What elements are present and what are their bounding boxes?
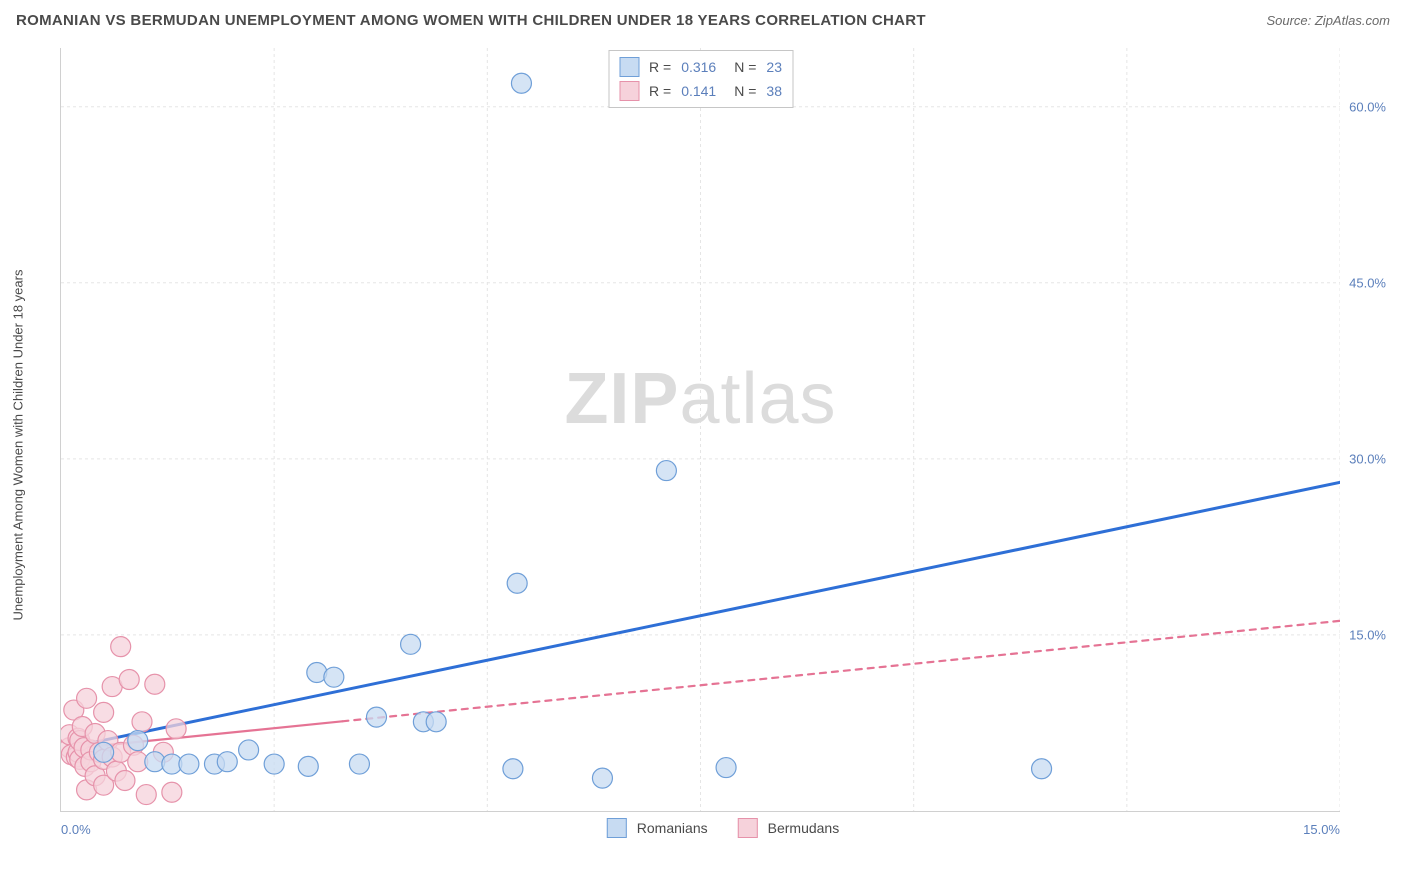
y-tick-label: 15.0% (1342, 627, 1386, 642)
swatch-romanians (619, 57, 639, 77)
legend-series: Romanians Bermudans (607, 818, 839, 838)
r-label: R = (649, 59, 671, 75)
swatch-bermudans (619, 81, 639, 101)
n-value-bermudans: 38 (766, 83, 782, 99)
legend-row-romanians: R = 0.316 N = 23 (619, 55, 782, 79)
r-value-romanians: 0.316 (681, 59, 716, 75)
x-tick-label: 0.0% (61, 822, 91, 837)
legend-item-bermudans: Bermudans (738, 818, 840, 838)
source-label: Source: ZipAtlas.com (1266, 13, 1390, 28)
r-label: R = (649, 83, 671, 99)
series-label-romanians: Romanians (637, 820, 708, 836)
scatter-plot: ZIPatlas R = 0.316 N = 23 R = 0.141 N = … (60, 48, 1340, 812)
legend-row-bermudans: R = 0.141 N = 38 (619, 79, 782, 103)
x-tick-label: 15.0% (1296, 822, 1340, 837)
r-value-bermudans: 0.141 (681, 83, 716, 99)
y-tick-label: 30.0% (1342, 451, 1386, 466)
y-tick-label: 60.0% (1342, 99, 1386, 114)
n-label: N = (734, 83, 756, 99)
header: ROMANIAN VS BERMUDAN UNEMPLOYMENT AMONG … (16, 12, 1390, 29)
chart-area: Unemployment Among Women with Children U… (60, 48, 1386, 842)
swatch-bermudans (738, 818, 758, 838)
n-label: N = (734, 59, 756, 75)
legend-correlation: R = 0.316 N = 23 R = 0.141 N = 38 (608, 50, 793, 108)
y-tick-label: 45.0% (1342, 275, 1386, 290)
legend-item-romanians: Romanians (607, 818, 708, 838)
swatch-romanians (607, 818, 627, 838)
chart-title: ROMANIAN VS BERMUDAN UNEMPLOYMENT AMONG … (16, 12, 926, 29)
series-label-bermudans: Bermudans (768, 820, 840, 836)
n-value-romanians: 23 (766, 59, 782, 75)
plot-svg (61, 48, 1340, 811)
y-axis-label: Unemployment Among Women with Children U… (11, 270, 26, 621)
